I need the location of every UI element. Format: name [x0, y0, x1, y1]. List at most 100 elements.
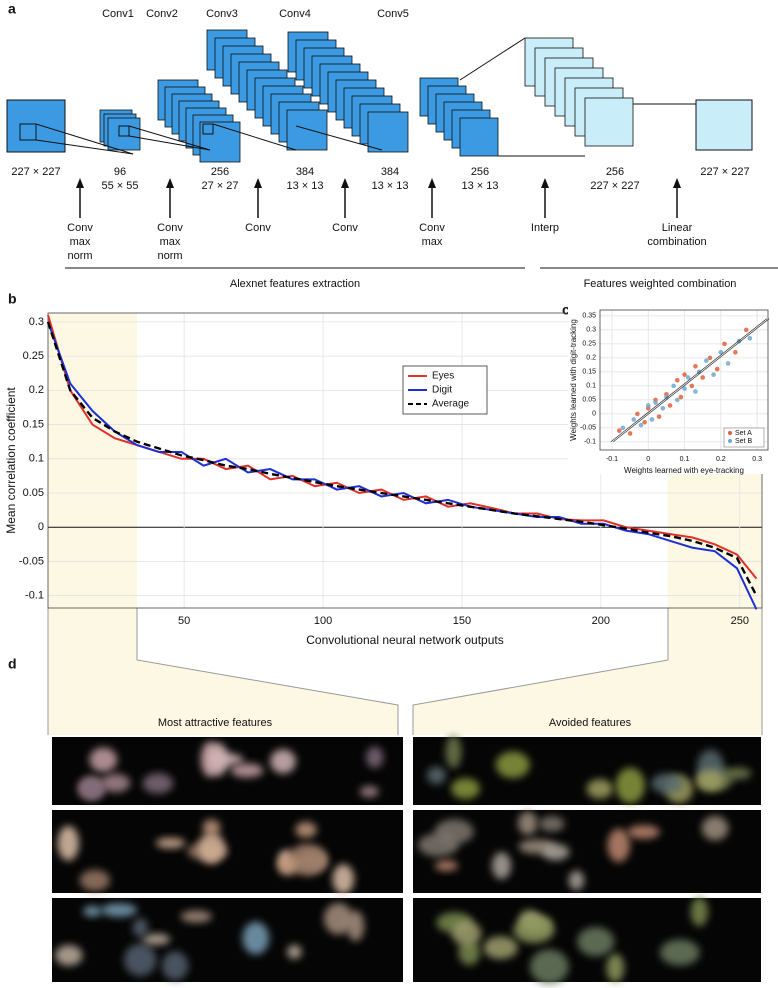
feature-blob	[123, 943, 157, 977]
feature-blob	[568, 870, 585, 891]
operation-label: Conv	[419, 222, 445, 234]
feature-blob	[615, 767, 645, 804]
feature-image	[413, 810, 761, 893]
x-tick-label: 0.3	[752, 456, 762, 463]
layer-name: Conv4	[279, 8, 311, 20]
feature-blob	[651, 773, 684, 794]
feature-blob	[332, 864, 355, 895]
feature-blob	[295, 821, 317, 838]
fit-line	[612, 318, 770, 443]
layer-size: 27 × 27	[201, 180, 238, 192]
y-tick-label: 0.05	[582, 397, 596, 404]
x-tick-label: 250	[731, 615, 749, 627]
feature-blob	[577, 926, 615, 957]
point	[667, 403, 673, 408]
feature-blob	[287, 843, 328, 876]
feature-blob	[359, 786, 379, 798]
operation-label: Conv	[332, 222, 358, 234]
point	[674, 377, 680, 383]
feature-image	[52, 737, 403, 805]
layer-depth: 96	[114, 166, 126, 178]
bracket-shade	[413, 608, 762, 735]
layer-size: 227 × 227	[590, 180, 639, 192]
point	[682, 372, 687, 377]
y-tick-label: 0.2	[29, 384, 44, 396]
feature-blob	[142, 933, 171, 945]
feature-blob	[89, 747, 118, 773]
feature-image	[52, 898, 403, 982]
receptive-field	[202, 123, 214, 135]
operation-label: Conv	[157, 222, 183, 234]
operation-label: max	[160, 236, 181, 248]
feature-blob	[701, 815, 729, 841]
feature-blob	[55, 944, 83, 966]
panel-label: b	[8, 291, 17, 307]
heading: Most attractive features	[158, 717, 273, 729]
operation-label: Linear	[662, 222, 693, 234]
point	[656, 414, 662, 419]
feature-blob	[277, 855, 298, 876]
y-tick-label: 0.35	[582, 313, 596, 320]
feature-blob	[606, 953, 625, 983]
feature-blob	[426, 766, 447, 785]
y-axis-label: Weights learned with digit-tracking	[569, 319, 578, 441]
feature-blob	[79, 869, 111, 892]
feature-blob	[142, 773, 174, 794]
feature-blob	[695, 769, 724, 792]
operation-label: Conv	[67, 222, 93, 234]
feature-blob	[539, 815, 565, 832]
y-tick-label: -0.05	[580, 425, 596, 432]
point	[693, 363, 698, 369]
point	[645, 403, 651, 408]
receptive-field	[19, 123, 37, 141]
point	[649, 417, 655, 422]
point	[714, 366, 720, 372]
point	[620, 425, 626, 431]
legend-swatch	[728, 431, 732, 435]
point	[747, 335, 753, 341]
operation-label: combination	[647, 236, 706, 248]
feature-blob	[451, 921, 482, 946]
feature-blob	[517, 811, 538, 836]
point	[682, 386, 687, 391]
feature-blob	[366, 746, 384, 769]
operation-label: max	[70, 236, 91, 248]
operation-label: max	[422, 236, 443, 248]
image-background	[52, 737, 403, 805]
x-axis-label: Convolutional neural network outputs	[306, 633, 503, 647]
panel-label: d	[8, 656, 17, 672]
point	[638, 422, 644, 428]
feature-map	[286, 109, 328, 151]
connector	[35, 123, 134, 155]
feature-blob	[230, 763, 264, 778]
legend-swatch	[728, 439, 732, 443]
x-tick-label: 0.2	[716, 456, 726, 463]
feature-blob	[607, 828, 631, 863]
point	[627, 431, 633, 436]
x-tick-label: -0.1	[606, 456, 618, 463]
feature-blob	[491, 852, 512, 880]
y-tick-label: 0.15	[23, 418, 44, 430]
point	[635, 411, 640, 417]
layer-depth: 384	[296, 166, 314, 178]
feature-blob	[202, 819, 221, 836]
feature-blob	[132, 918, 149, 938]
feature-blob	[483, 936, 518, 960]
feature-image	[413, 897, 761, 985]
arrow-head	[254, 178, 262, 188]
operation-label: Interp	[531, 222, 559, 234]
point	[743, 327, 749, 333]
arrow-head	[341, 178, 349, 188]
panel-label: a	[8, 1, 16, 17]
point	[660, 405, 666, 411]
point	[733, 349, 738, 355]
bracket	[412, 608, 669, 735]
y-tick-label: 0.05	[23, 487, 44, 499]
feature-blob	[101, 903, 138, 917]
y-tick-label: 0.3	[586, 327, 596, 334]
size-label: 227 × 227	[11, 166, 60, 178]
point	[653, 400, 658, 405]
feature-map	[584, 97, 634, 147]
section-label: Alexnet features extraction	[230, 278, 360, 290]
